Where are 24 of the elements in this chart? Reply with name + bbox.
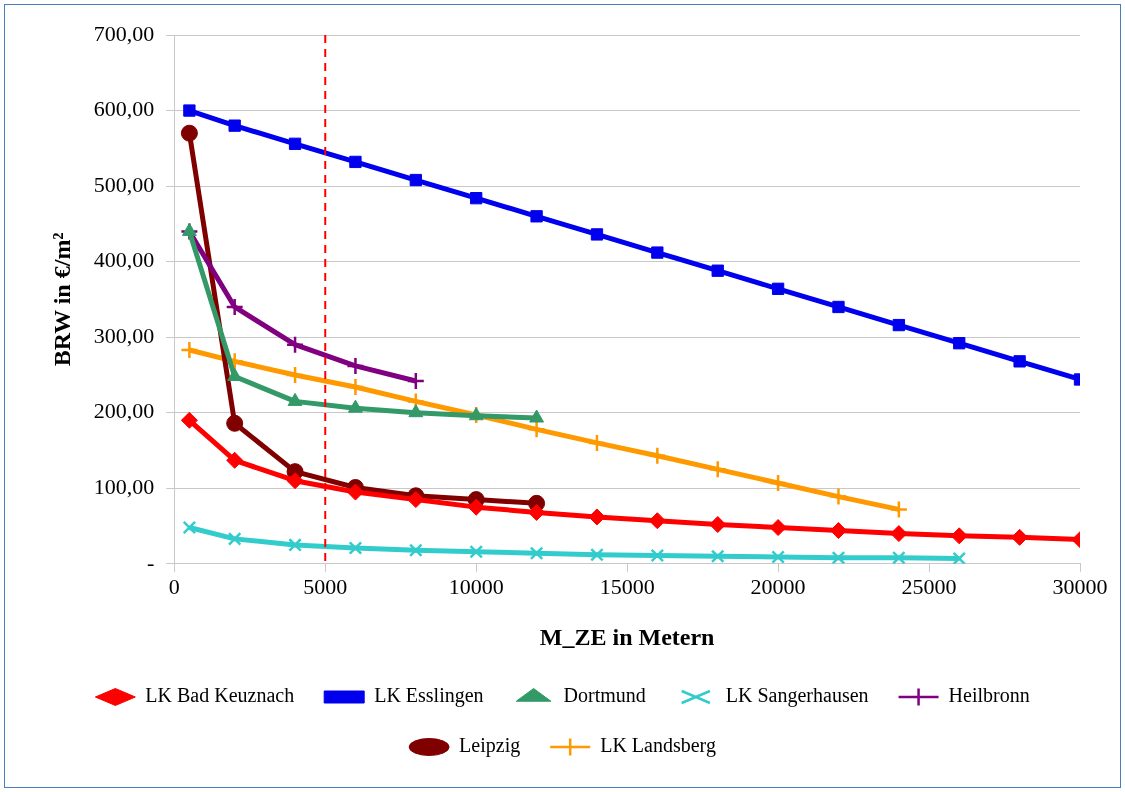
x-tick-label: 20000 xyxy=(750,573,806,599)
y-axis-title: BRW in €/m² xyxy=(48,232,75,367)
y-tick-label: 300,00 xyxy=(93,322,155,348)
x-axis-title: M_ZE in Metern xyxy=(539,623,715,650)
legend-label: Heilbronn xyxy=(948,684,1030,707)
legend-label: LK Esslingen xyxy=(374,684,484,708)
y-tick-label: 200,00 xyxy=(93,398,155,424)
x-tick-label: 25000 xyxy=(901,573,957,599)
y-tick-label: 700,00 xyxy=(93,20,155,46)
x-tick-label: 5000 xyxy=(303,573,348,599)
y-tick-label: - xyxy=(146,549,155,575)
y-tick-label: 400,00 xyxy=(93,247,155,273)
legend-label: LK Bad Keuznach xyxy=(145,684,295,707)
y-tick-label: 600,00 xyxy=(93,96,155,122)
x-tick-label: 0 xyxy=(168,573,180,599)
x-tick-label: 15000 xyxy=(599,573,655,599)
y-tick-label: 500,00 xyxy=(93,171,155,197)
legend-label: LK Sangerhausen xyxy=(725,684,869,708)
legend-label: Leipzig xyxy=(459,734,521,758)
legend-label: LK Landsberg xyxy=(600,734,716,758)
x-tick-label: 30000 xyxy=(1052,573,1108,599)
y-tick-label: 100,00 xyxy=(93,474,155,500)
legend-label: Dortmund xyxy=(563,684,646,707)
x-tick-label: 10000 xyxy=(448,573,504,599)
